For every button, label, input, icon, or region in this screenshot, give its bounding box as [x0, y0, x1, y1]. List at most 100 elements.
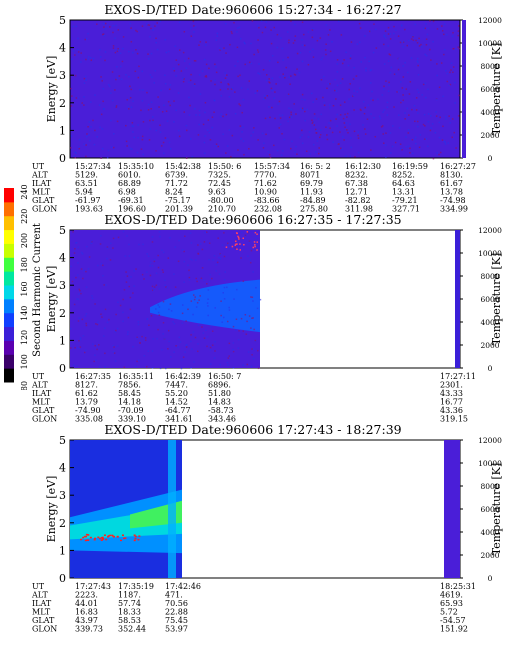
speckle — [219, 49, 221, 51]
speckle — [256, 25, 259, 27]
colorbar-swatch — [4, 201, 14, 217]
speckle — [151, 241, 154, 243]
speckle — [304, 110, 306, 113]
speckle — [140, 148, 143, 150]
speckle — [216, 35, 219, 37]
speckle — [348, 98, 350, 100]
speckle — [257, 139, 259, 141]
orbit-row-value: 15:57:34 — [254, 162, 290, 171]
speckle — [155, 272, 158, 275]
speckle — [256, 49, 259, 51]
speckle — [303, 107, 305, 110]
speckle — [181, 249, 184, 251]
speckle — [283, 75, 285, 78]
speckle — [235, 240, 237, 243]
speckle — [250, 327, 252, 329]
orbit-row-value: 61.67 — [440, 179, 463, 188]
speckle — [275, 83, 277, 85]
speckle — [421, 45, 423, 48]
speckle — [370, 113, 372, 115]
speckle — [157, 304, 159, 306]
speckle — [434, 131, 437, 134]
speckle — [181, 304, 184, 306]
speckle — [424, 27, 426, 30]
speckle — [142, 243, 144, 246]
speckle — [404, 61, 406, 64]
speckle — [363, 112, 366, 115]
speckle — [360, 109, 362, 112]
speckle — [139, 342, 141, 344]
orbit-row-value: 8127. — [75, 381, 98, 390]
speckle — [199, 93, 202, 95]
speckle — [432, 20, 435, 23]
speckle — [252, 317, 254, 319]
speckle — [83, 82, 86, 84]
speckle — [248, 147, 250, 150]
orbit-row-value: 17:27:11 — [440, 372, 476, 381]
speckle — [223, 286, 226, 289]
speckle — [301, 107, 304, 110]
speckle — [77, 293, 80, 295]
speckle — [422, 83, 425, 86]
speckle — [121, 534, 124, 536]
speckle — [309, 153, 311, 155]
speckle — [183, 78, 185, 80]
speckle — [122, 230, 125, 233]
speckle — [438, 136, 441, 139]
speckle — [120, 78, 123, 81]
speckle — [408, 114, 410, 116]
speckle — [223, 298, 226, 300]
speckle — [329, 127, 331, 129]
speckle — [84, 315, 87, 317]
orbit-row-value: 334.99 — [440, 205, 468, 214]
speckle — [405, 136, 407, 138]
orbit-row-label: GLON — [32, 625, 57, 634]
speckle — [211, 277, 213, 280]
speckle — [333, 89, 336, 92]
speckle — [240, 231, 243, 234]
speckle — [449, 122, 452, 124]
speckle — [294, 39, 296, 42]
speckle — [192, 20, 195, 23]
speckle — [158, 231, 161, 233]
speckle — [301, 44, 304, 46]
speckle — [93, 143, 96, 146]
speckle — [102, 264, 104, 267]
speckle — [163, 152, 165, 155]
temperature-tick-label: 2000 — [480, 131, 499, 140]
speckle — [405, 146, 408, 148]
speckle — [329, 50, 332, 53]
speckle — [112, 351, 115, 353]
speckle — [242, 280, 245, 282]
speckle — [404, 28, 406, 31]
speckle — [395, 29, 397, 32]
speckle — [142, 121, 145, 123]
speckle — [204, 111, 206, 114]
speckle — [347, 132, 349, 134]
speckle — [320, 113, 323, 116]
speckle — [228, 309, 231, 311]
speckle — [261, 132, 264, 135]
speckle — [399, 143, 402, 145]
orbit-row-value: 327.71 — [392, 205, 420, 214]
speckle — [172, 321, 174, 323]
speckle — [169, 237, 171, 239]
speckle — [452, 66, 455, 68]
speckle — [349, 83, 351, 85]
energy-tick-label: 5 — [59, 434, 66, 447]
speckle — [194, 60, 197, 62]
speckle — [104, 22, 107, 25]
speckle — [177, 92, 180, 94]
orbit-row-label: ALT — [31, 591, 48, 600]
speckle — [415, 109, 418, 111]
speckle — [77, 246, 79, 249]
speckle — [270, 29, 272, 31]
speckle — [107, 535, 110, 538]
speckle — [407, 132, 410, 134]
speckle — [135, 49, 137, 51]
speckle — [336, 71, 339, 73]
speckle — [432, 157, 435, 160]
speckle — [213, 99, 216, 102]
speckle — [294, 74, 297, 76]
speckle — [364, 128, 366, 130]
